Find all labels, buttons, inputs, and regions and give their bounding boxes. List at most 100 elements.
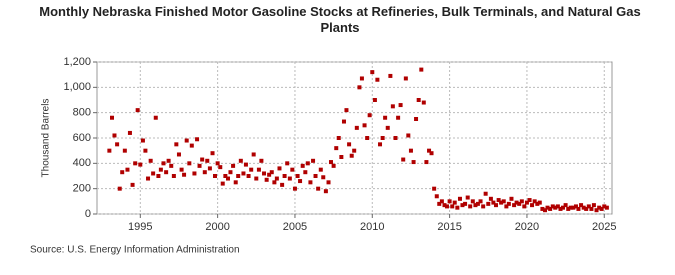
point	[256, 167, 261, 172]
point	[591, 203, 596, 208]
point	[447, 199, 452, 204]
point	[135, 108, 140, 113]
y-tick-label: 800	[73, 107, 91, 119]
point	[506, 201, 511, 206]
point	[491, 200, 496, 205]
point	[156, 174, 161, 178]
point	[519, 199, 524, 204]
point	[501, 199, 506, 204]
point	[597, 205, 602, 210]
point	[416, 98, 421, 102]
point	[166, 158, 171, 163]
y-axis-label: Thousand Barrels	[41, 99, 52, 178]
point	[370, 70, 375, 75]
point	[223, 174, 228, 178]
point	[146, 176, 151, 181]
point	[318, 167, 323, 172]
point	[579, 203, 584, 208]
point	[442, 203, 447, 208]
point	[251, 152, 256, 157]
point	[372, 98, 377, 102]
point	[269, 170, 274, 175]
point	[272, 180, 277, 185]
point	[450, 204, 455, 209]
point	[367, 113, 372, 118]
point	[215, 161, 220, 166]
point	[331, 163, 336, 168]
point	[133, 161, 138, 166]
x-tick-label: 2000	[205, 221, 229, 233]
point	[326, 180, 331, 185]
point	[220, 181, 225, 186]
point	[344, 108, 349, 113]
point	[354, 125, 359, 130]
point	[259, 158, 264, 163]
point	[527, 198, 532, 203]
point	[176, 152, 181, 157]
point	[187, 161, 192, 166]
point	[424, 160, 429, 165]
point	[403, 76, 408, 81]
point	[589, 206, 594, 211]
point	[548, 206, 553, 211]
point	[602, 204, 607, 209]
point	[280, 182, 285, 187]
point	[362, 123, 367, 128]
point	[439, 199, 444, 204]
point	[347, 142, 352, 147]
point	[308, 180, 313, 185]
point	[321, 175, 326, 180]
point	[184, 138, 189, 143]
point	[414, 117, 419, 121]
point	[292, 186, 297, 191]
point	[264, 177, 269, 182]
point	[267, 172, 272, 177]
point	[205, 158, 210, 163]
chart-title: Monthly Nebraska Finished Motor Gasoline…	[39, 4, 641, 35]
point	[236, 174, 241, 178]
point	[550, 204, 555, 209]
point	[328, 160, 333, 165]
point	[169, 163, 174, 168]
point	[468, 204, 473, 209]
point	[143, 148, 148, 153]
point	[524, 200, 529, 205]
point	[509, 196, 514, 201]
point	[298, 179, 303, 184]
point	[300, 163, 305, 168]
point	[563, 203, 568, 208]
point	[452, 200, 457, 205]
point	[555, 204, 560, 209]
point	[305, 161, 310, 166]
point	[568, 205, 573, 210]
x-tick-label: 2010	[360, 221, 384, 233]
point	[581, 205, 586, 210]
point	[249, 167, 254, 172]
point	[316, 186, 321, 191]
point	[323, 189, 328, 194]
point	[210, 151, 215, 156]
x-tick-label: 2025	[592, 221, 616, 233]
point	[514, 200, 519, 205]
point	[380, 136, 385, 140]
point	[153, 115, 158, 120]
point	[560, 205, 565, 210]
point	[455, 205, 460, 210]
point	[202, 170, 207, 175]
point	[566, 206, 571, 211]
point	[385, 125, 390, 130]
point	[499, 200, 504, 205]
point	[313, 174, 318, 178]
point	[161, 161, 166, 166]
point	[274, 176, 279, 181]
point	[174, 142, 179, 147]
y-tick-label: 1,000	[63, 81, 91, 93]
point	[349, 153, 354, 158]
y-tick-label: 200	[73, 183, 91, 195]
point	[243, 162, 248, 167]
y-tick-label: 400	[73, 157, 91, 169]
point	[246, 174, 251, 178]
point	[494, 203, 499, 208]
point	[532, 199, 537, 204]
